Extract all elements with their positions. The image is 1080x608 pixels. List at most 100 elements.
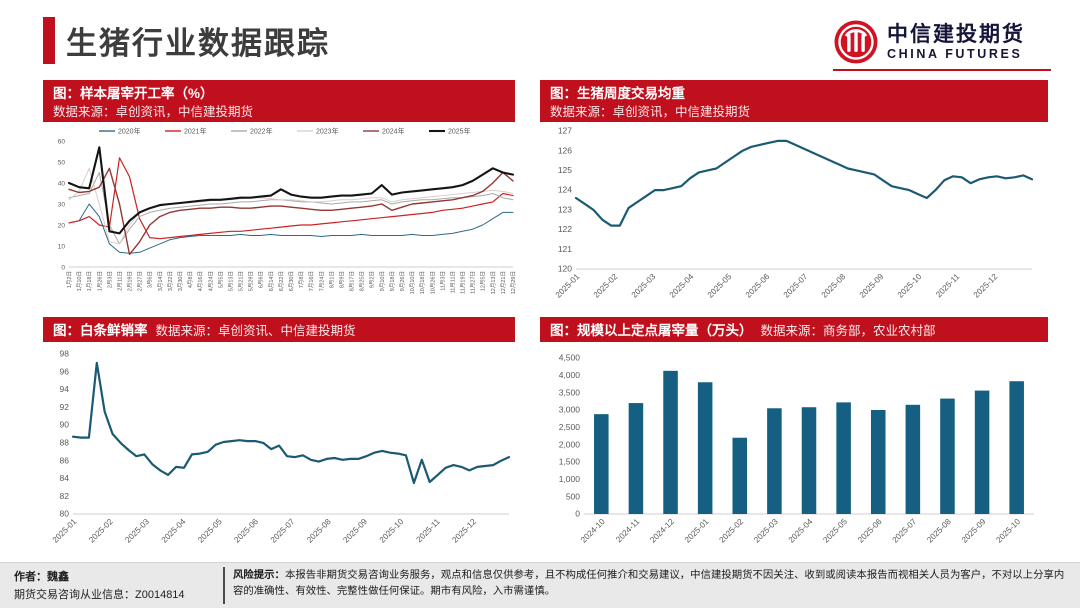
panel-header-operating-rate: 图：样本屠宰开工率（%） 数据来源：卓创资讯，中信建投期货 (43, 80, 515, 122)
svg-text:40: 40 (58, 181, 66, 188)
svg-text:2025-08: 2025-08 (305, 517, 333, 545)
svg-text:2025-04: 2025-04 (668, 272, 696, 300)
author-block: 作者：魏鑫 期货交易咨询从业信息：Z0014814 (14, 569, 185, 604)
company-logo: 中信建投期货 CHINA FUTURES (833, 16, 1051, 68)
svg-text:88: 88 (60, 437, 70, 447)
svg-text:2025-09: 2025-09 (858, 272, 886, 300)
svg-text:7月24日: 7月24日 (318, 271, 325, 291)
logo-underline (833, 69, 1051, 71)
author-name: 作者：魏鑫 (14, 571, 69, 583)
svg-text:90: 90 (60, 420, 70, 430)
svg-text:2,500: 2,500 (559, 422, 581, 432)
svg-text:2025-04: 2025-04 (787, 517, 815, 545)
svg-text:2025-12: 2025-12 (972, 272, 1000, 300)
svg-text:3月30日: 3月30日 (177, 271, 184, 291)
panel-header-fresh-sales: 图：白条鲜销率 数据来源：卓创资讯、中信建投期货 (43, 317, 515, 342)
svg-text:2025-05: 2025-05 (196, 517, 224, 545)
operating-rate-chart: 0 10 20 30 40 50 60 1月2日 1月10日 1月18日 1月26日 2月3日 2月11… (43, 123, 523, 313)
svg-text:2025-07: 2025-07 (891, 517, 919, 545)
svg-text:2025-03: 2025-03 (752, 517, 780, 545)
svg-text:86: 86 (60, 455, 70, 465)
svg-text:2月19日: 2月19日 (127, 271, 134, 291)
svg-text:9月2日: 9月2日 (369, 271, 376, 288)
svg-text:2025-06: 2025-06 (744, 272, 772, 300)
svg-text:2025-11: 2025-11 (415, 517, 442, 544)
svg-text:2,000: 2,000 (559, 439, 581, 449)
svg-text:9月10日: 9月10日 (379, 271, 386, 291)
logo-name-cn: 中信建投期货 (887, 22, 1025, 46)
svg-text:2025-06: 2025-06 (856, 517, 884, 545)
svg-text:3月6日: 3月6日 (147, 271, 154, 288)
svg-text:0: 0 (575, 509, 580, 519)
svg-text:2025-10: 2025-10 (896, 272, 924, 300)
svg-text:96: 96 (60, 366, 70, 376)
svg-text:10月18日: 10月18日 (419, 271, 426, 294)
svg-text:2025-07: 2025-07 (782, 272, 810, 300)
svg-text:3,000: 3,000 (559, 405, 581, 415)
svg-text:11月27日: 11月27日 (470, 271, 477, 294)
svg-text:11月19日: 11月19日 (460, 271, 467, 294)
svg-text:5月29日: 5月29日 (248, 271, 255, 291)
svg-text:1月18日: 1月18日 (86, 271, 93, 291)
svg-text:2025-11: 2025-11 (934, 272, 961, 299)
panel-header-avg-weight: 图：生猪周度交易均重 数据来源：卓创资讯，中信建投期货 (540, 80, 1048, 122)
svg-text:92: 92 (60, 402, 70, 412)
footer-divider (223, 567, 225, 604)
svg-text:6月14日: 6月14日 (268, 271, 275, 291)
svg-text:2025-12: 2025-12 (450, 517, 478, 545)
svg-text:2025-06: 2025-06 (232, 517, 260, 545)
svg-text:2025年: 2025年 (448, 126, 471, 135)
svg-text:10月26日: 10月26日 (429, 271, 436, 294)
svg-text:2025-03: 2025-03 (123, 517, 151, 545)
svg-text:2025-10: 2025-10 (378, 517, 406, 545)
svg-text:8月17日: 8月17日 (349, 271, 356, 291)
svg-text:94: 94 (60, 384, 70, 394)
svg-text:4,500: 4,500 (559, 353, 581, 363)
svg-text:12月29日: 12月29日 (510, 271, 517, 294)
svg-text:120: 120 (558, 264, 572, 274)
svg-text:5月21日: 5月21日 (238, 271, 245, 291)
svg-text:123: 123 (558, 204, 572, 214)
svg-text:2025-10: 2025-10 (994, 517, 1022, 545)
svg-text:2024-11: 2024-11 (614, 517, 641, 544)
svg-text:9月26日: 9月26日 (399, 271, 406, 291)
panel-source: 数据来源：卓创资讯，中信建投期货 (550, 104, 751, 119)
risk-label: 风险提示： (233, 570, 285, 581)
svg-text:84: 84 (60, 473, 70, 483)
fresh-sales-chart: 80 82 84 86 88 90 92 94 96 98 2025-01 2025-02 2025-0… (43, 344, 523, 562)
svg-text:12月5日: 12月5日 (480, 271, 487, 291)
svg-text:2025-02: 2025-02 (87, 517, 115, 545)
svg-text:2月3日: 2月3日 (106, 271, 113, 288)
svg-text:121: 121 (558, 244, 572, 254)
svg-text:20: 20 (58, 223, 66, 230)
svg-text:2024-10: 2024-10 (579, 517, 607, 545)
svg-text:82: 82 (60, 491, 70, 501)
svg-text:5月13日: 5月13日 (227, 271, 234, 291)
svg-text:12月13日: 12月13日 (490, 271, 497, 294)
panel-source: 数据来源：卓创资讯、中信建投期货 (155, 324, 356, 338)
svg-text:1月26日: 1月26日 (96, 271, 103, 291)
svg-text:11月11日: 11月11日 (449, 271, 456, 293)
svg-text:2025-08: 2025-08 (820, 272, 848, 300)
svg-text:2023年: 2023年 (316, 126, 339, 135)
svg-text:2020年: 2020年 (118, 126, 141, 135)
svg-text:2025-04: 2025-04 (160, 517, 188, 545)
svg-text:2025-01: 2025-01 (51, 517, 79, 545)
svg-text:6月22日: 6月22日 (278, 271, 285, 291)
logo-text: 中信建投期货 CHINA FUTURES (887, 24, 1025, 61)
author-license: 期货交易咨询从业信息：Z0014814 (14, 588, 185, 601)
slaughter-volume-chart: 0 500 1,000 1,500 2,000 2,500 3,000 3,500 4,000 4… (540, 344, 1048, 562)
svg-text:2025-05: 2025-05 (706, 272, 734, 300)
svg-text:126: 126 (558, 145, 572, 155)
svg-text:8月9日: 8月9日 (338, 271, 345, 288)
panel-source: 数据来源：卓创资讯，中信建投期货 (53, 104, 254, 119)
svg-text:4月8日: 4月8日 (187, 271, 194, 288)
logo-name-en: CHINA FUTURES (887, 46, 1023, 61)
svg-text:2025-01: 2025-01 (683, 517, 711, 545)
svg-text:11月3日: 11月3日 (439, 271, 446, 291)
svg-text:122: 122 (558, 224, 572, 234)
panel-title: 图：生猪周度交易均重 (550, 86, 685, 101)
svg-text:7月16日: 7月16日 (308, 271, 315, 291)
citic-logo-icon (834, 20, 878, 64)
